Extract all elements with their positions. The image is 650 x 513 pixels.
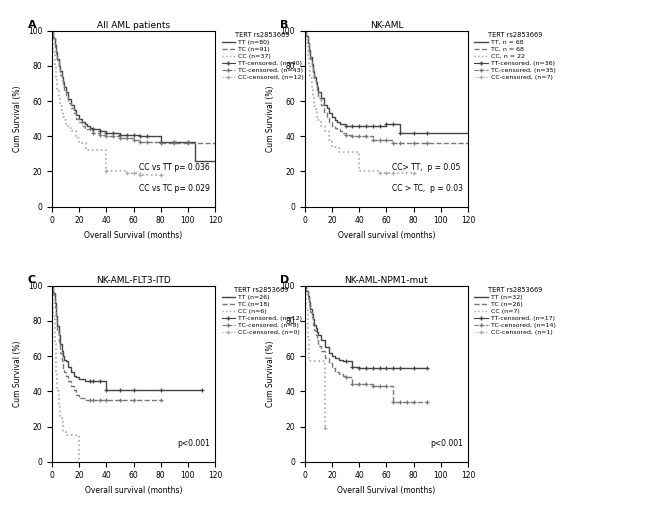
X-axis label: Overall survival (months): Overall survival (months) [84,486,182,495]
Title: NK-AML-NPM1-mut: NK-AML-NPM1-mut [344,276,428,285]
Title: NK-AML-FLT3-ITD: NK-AML-FLT3-ITD [96,276,171,285]
Title: NK-AML: NK-AML [370,21,403,30]
X-axis label: Overall Survival (months): Overall Survival (months) [337,486,436,495]
Title: All AML patients: All AML patients [97,21,170,30]
Text: p<0.001: p<0.001 [430,439,463,448]
Text: p<0.001: p<0.001 [177,439,210,448]
Text: CC vs TT p= 0.036

CC vs TC p= 0.029: CC vs TT p= 0.036 CC vs TC p= 0.029 [139,163,210,192]
Y-axis label: Cum Survival (%): Cum Survival (%) [266,341,275,407]
X-axis label: Overall survival (months): Overall survival (months) [338,231,436,240]
Legend: TT (n=32), TC (n=26), CC (n=7), TT-censored, (n=17), TC-censored, (n=14), CC-cen: TT (n=32), TC (n=26), CC (n=7), TT-censo… [474,287,556,335]
Legend: TT, n = 68, TC, n = 68, CC, n = 22, TT-censored, (n=36), TC-censored, (n=35), CC: TT, n = 68, TC, n = 68, CC, n = 22, TT-c… [474,32,556,80]
Text: C: C [27,275,36,285]
Text: B: B [280,20,289,30]
Y-axis label: Cum Survival (%): Cum Survival (%) [266,86,275,152]
Legend: TT (n=26), TC (n=18), CC (n=6), TT-censored, (n=12), TC-censored, (n=8), CC-cens: TT (n=26), TC (n=18), CC (n=6), TT-censo… [222,287,302,335]
Y-axis label: Cum Survival (%): Cum Survival (%) [13,86,22,152]
Text: A: A [27,20,36,30]
Text: D: D [280,275,290,285]
Text: CC> TT,  p = 0.05

CC > TC,  p = 0.03: CC> TT, p = 0.05 CC > TC, p = 0.03 [392,163,463,192]
Y-axis label: Cum Survival (%): Cum Survival (%) [13,341,22,407]
Legend: TT (n=80), TC (n=91), CC (n=37), TT-censored, (n=40), TC-censored, (n=43), CC-ce: TT (n=80), TC (n=91), CC (n=37), TT-cens… [222,32,304,80]
X-axis label: Overall Survival (months): Overall Survival (months) [84,231,183,240]
